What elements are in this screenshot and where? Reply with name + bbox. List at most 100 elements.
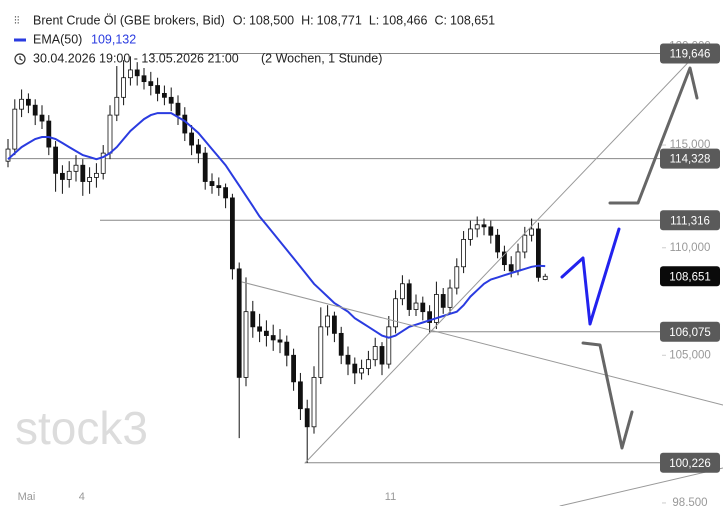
candle-body — [284, 341, 290, 356]
candle-body — [53, 146, 58, 174]
candle-body — [461, 238, 467, 268]
candle-body — [481, 224, 487, 228]
candle-body — [134, 69, 140, 77]
candle-body — [270, 335, 276, 341]
candle-body — [413, 302, 419, 310]
trend-line — [304, 47, 703, 464]
candle-body — [94, 172, 99, 178]
last-price-label: 108,651 — [669, 271, 711, 283]
candle-body — [386, 326, 392, 365]
candle-body — [32, 104, 38, 116]
level-tag — [660, 148, 720, 169]
candle-body — [529, 228, 534, 236]
candle-body — [5, 148, 11, 162]
candle-body — [365, 359, 371, 369]
clock-icon — [14, 53, 26, 65]
candle-body — [73, 164, 79, 172]
candle-body — [107, 114, 113, 154]
ohlc-key: C: — [434, 13, 447, 27]
candle-body — [223, 187, 229, 199]
ema-legend-name: EMA(50) — [33, 32, 82, 46]
candle-body — [297, 381, 303, 410]
y-tick-label: 110,000 — [670, 242, 711, 254]
watermark: stock3 — [15, 402, 148, 454]
y-tick-label: 115,000 — [670, 139, 711, 151]
candle-body — [148, 81, 154, 86]
drawings — [241, 47, 723, 507]
candle-body — [87, 177, 92, 182]
candle-body — [474, 224, 480, 230]
candle-body — [39, 114, 45, 122]
candle-body — [515, 251, 521, 272]
candle-body — [236, 268, 242, 378]
candle-body — [345, 354, 351, 365]
level-tag-label: 106,075 — [669, 327, 711, 339]
candle-body — [161, 92, 167, 98]
y-tick-label: 105,000 — [669, 349, 711, 361]
candle-body — [46, 120, 52, 148]
trend-line — [241, 281, 723, 406]
ohlc-value: 108,500 — [249, 13, 294, 27]
candle-body — [182, 114, 188, 134]
candle-body — [202, 152, 208, 182]
ohlc-key: L: — [369, 13, 379, 27]
scenario-arrow — [560, 227, 621, 326]
date-range: 30.04.2026 19:00 - 13.05.2026 21:00 — [33, 51, 239, 65]
y-tick-label: 98,500 — [672, 497, 707, 506]
candle-body — [379, 346, 385, 365]
scenario-arrow — [581, 341, 634, 450]
candle-body — [467, 228, 473, 240]
candle-body — [100, 152, 106, 174]
ohlc-value: 108,771 — [317, 13, 362, 27]
level-tag-label: 100,226 — [669, 458, 711, 470]
level-tag-label: 114,328 — [670, 154, 711, 166]
candle-body — [155, 85, 161, 94]
level-tag-label: 111,316 — [670, 215, 710, 227]
level-tag — [660, 210, 720, 231]
candle-body — [209, 181, 215, 186]
candle-body — [508, 264, 514, 272]
level-tag-label: 119,646 — [670, 49, 711, 61]
candle-body — [325, 315, 331, 328]
candle-body — [243, 311, 249, 378]
candle-body — [141, 75, 147, 83]
ohlc-key: O: — [233, 13, 246, 27]
candle-body — [454, 266, 460, 289]
candle-body — [399, 283, 405, 300]
x-tick-label: 11 — [385, 491, 396, 503]
candle-body — [257, 326, 263, 332]
candle-body — [331, 315, 337, 334]
ohlc-value: 108,651 — [450, 13, 495, 27]
candle-body — [501, 251, 507, 266]
candle-body — [522, 234, 528, 253]
bar-icon: ⫶⫶ — [14, 15, 20, 27]
candle-body — [433, 294, 439, 323]
last-price-tag — [660, 266, 720, 287]
candle-body — [277, 339, 283, 343]
period: (2 Wochen, 1 Stunde) — [261, 51, 382, 65]
clock-icon — [19, 56, 23, 62]
price-tags: 119,646 114,328 111,316 106,075 100,226 108,6… — [660, 43, 720, 473]
ema-line — [7, 112, 546, 339]
candle-body — [189, 132, 195, 146]
trend-line — [559, 467, 723, 507]
ohlc-value: 108,466 — [382, 13, 427, 27]
candle-body — [195, 144, 201, 154]
scenario-arrow — [608, 66, 699, 205]
candle-body — [447, 287, 453, 308]
candle-body — [66, 170, 72, 180]
candle-body — [229, 197, 235, 270]
candle-body — [488, 226, 494, 236]
candle-body — [359, 368, 365, 374]
plot-area: Mai 4 11 — [5, 53, 662, 503]
candle-body — [304, 408, 310, 428]
candle-body — [127, 69, 133, 79]
candle-body — [406, 283, 412, 310]
candle-body — [263, 330, 269, 336]
candle-body — [495, 234, 501, 253]
candle-body — [440, 294, 446, 308]
instrument-title: Brent Crude Öl (GBE brokers, Bid) — [33, 13, 225, 27]
level-tag — [660, 43, 720, 64]
candle-body — [175, 102, 181, 116]
candle-body — [216, 185, 222, 189]
